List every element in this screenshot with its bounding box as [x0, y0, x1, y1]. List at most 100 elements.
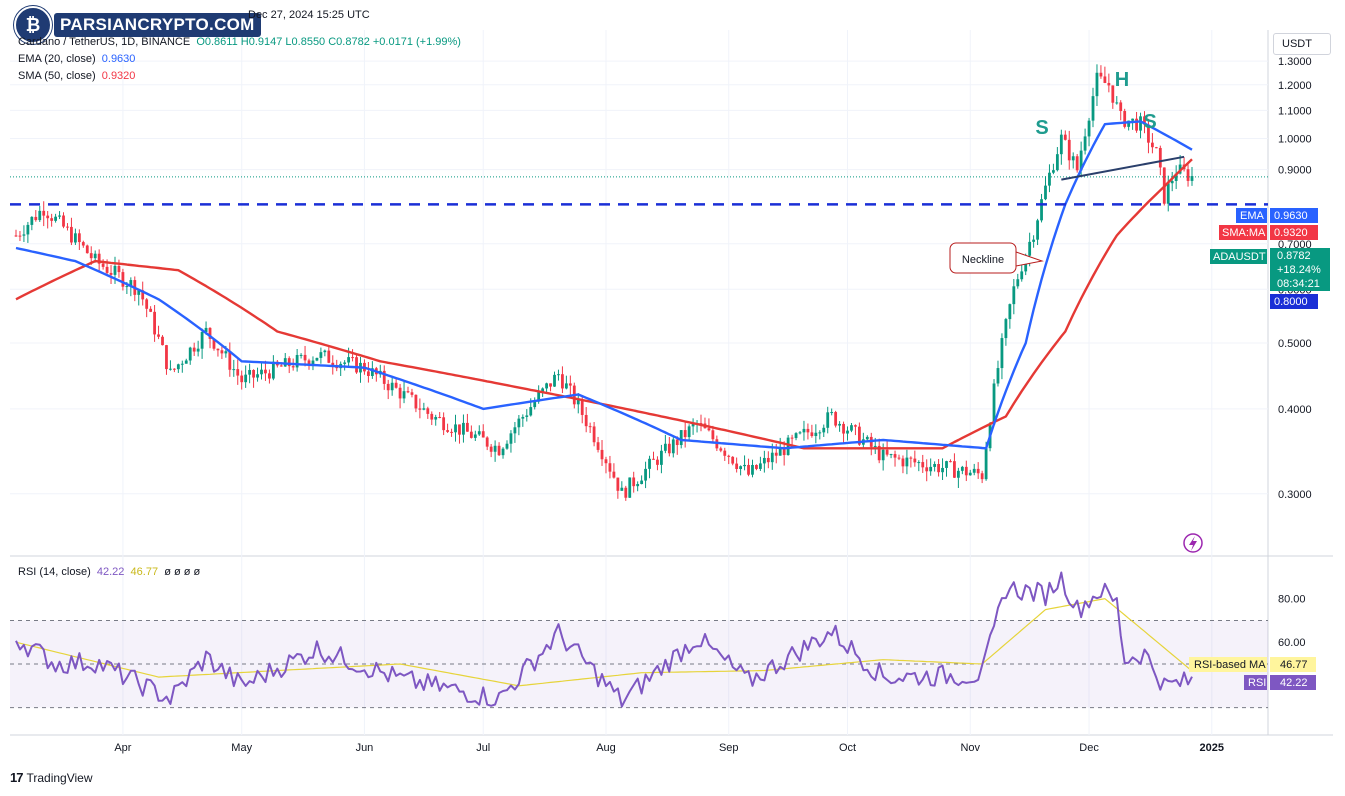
ema-tag-value: 0.9630	[1274, 210, 1308, 222]
candle-body	[489, 446, 493, 452]
candle-body	[18, 235, 22, 237]
candle-body	[699, 423, 703, 425]
month-tick-label: Oct	[839, 742, 856, 754]
candle-body	[42, 210, 46, 216]
candle-body	[553, 374, 556, 387]
month-tick-label: 2025	[1200, 742, 1224, 754]
tradingview-brand[interactable]: 17 TradingView	[10, 770, 93, 785]
candle-body	[707, 428, 711, 431]
candle-body	[1044, 185, 1047, 200]
rsi-legend[interactable]: RSI (14, close) 42.22 46.77 ø ø ø ø	[18, 566, 200, 578]
candle-body	[1166, 183, 1170, 204]
candle-body	[105, 266, 109, 273]
symbol-tag-change: +18.24%	[1277, 264, 1321, 276]
candle-body	[675, 439, 679, 446]
sma-legend-label: SMA (50, close)	[18, 70, 96, 82]
candle-body	[743, 464, 746, 467]
candle-body	[481, 431, 485, 438]
right-shoulder-label: S	[1143, 111, 1156, 133]
candle-body	[937, 463, 940, 473]
candle-body	[537, 392, 541, 402]
candle-body	[38, 210, 42, 221]
head-label: H	[1115, 69, 1129, 91]
candle-body	[612, 471, 616, 478]
candle-body	[14, 235, 18, 237]
candle-body	[604, 459, 608, 464]
candle-body	[592, 426, 596, 443]
candle-body	[679, 430, 683, 446]
candle-body	[584, 414, 588, 427]
candle-body	[810, 432, 814, 437]
candle-body	[165, 345, 168, 370]
candle-body	[351, 357, 354, 359]
candle-body	[1158, 147, 1162, 168]
candles	[14, 64, 1194, 501]
annotations: S H S Neckline	[949, 69, 1203, 553]
candle-body	[469, 431, 473, 438]
candle-body	[877, 445, 881, 461]
candle-body	[640, 480, 644, 485]
candle-body	[778, 447, 782, 456]
candle-body	[794, 433, 798, 439]
neckline-line	[1061, 155, 1185, 181]
candle-body	[885, 449, 889, 455]
symbol-name[interactable]: Cardano / TetherUS, 1D, BINANCE	[18, 36, 191, 48]
candle-body	[533, 401, 537, 408]
candle-body	[984, 448, 988, 480]
candle-body	[97, 253, 101, 264]
candle-body	[232, 369, 236, 371]
candle-body	[683, 430, 687, 438]
candle-body	[73, 233, 77, 243]
candle-body	[834, 412, 838, 426]
support-tag-value: 0.8000	[1274, 296, 1308, 308]
candle-body	[660, 450, 663, 465]
candle-body	[438, 417, 442, 419]
candle-body	[169, 368, 172, 370]
price-tick-label: 0.5000	[1278, 338, 1312, 350]
ema-legend-value: 0.9630	[101, 53, 136, 65]
candle-body	[727, 455, 731, 457]
candle-body	[1127, 120, 1131, 127]
ohlc-values: O0.8611 H0.9147 L0.8550 C0.8782 +0.0171 …	[196, 36, 461, 48]
candle-body	[125, 286, 129, 288]
lightning-icon[interactable]	[1183, 533, 1203, 553]
candle-body	[188, 347, 192, 361]
candle-body	[323, 350, 327, 353]
candle-body	[826, 412, 830, 428]
candle-body	[953, 461, 956, 478]
candle-body	[564, 383, 568, 389]
candle-body	[941, 467, 944, 473]
candle-body	[802, 428, 806, 433]
price-tick-label: 1.2000	[1278, 80, 1312, 92]
candle-body	[517, 418, 521, 428]
candle-body	[22, 234, 26, 236]
candle-body	[545, 383, 548, 389]
candle-body	[873, 445, 877, 447]
rsi-tag-name-bg	[1244, 675, 1267, 690]
candle-body	[248, 369, 252, 375]
currency-unit-selector[interactable]: USDT	[1273, 33, 1331, 55]
candle-body	[260, 369, 263, 375]
candle-body	[295, 354, 299, 368]
candle-body	[893, 454, 897, 458]
candle-body	[1083, 136, 1087, 151]
candle-body	[1020, 271, 1024, 280]
price-tick-label: 1.3000	[1278, 56, 1312, 68]
candle-body	[1154, 147, 1158, 149]
candle-body	[418, 408, 422, 410]
rsi-band	[10, 619, 1268, 709]
candle-body	[200, 332, 204, 349]
candle-body	[1107, 82, 1111, 86]
candle-body	[921, 462, 925, 468]
candle-body	[747, 464, 750, 475]
rsi-ma-legend-value: 46.77	[130, 566, 159, 578]
symbol-tag-name-bg	[1210, 249, 1267, 264]
ema-legend[interactable]: EMA (20, close) 0.9630	[18, 53, 135, 65]
candle-body	[576, 399, 580, 405]
candle-body	[1012, 286, 1016, 305]
candle-body	[370, 368, 374, 376]
sma-legend[interactable]: SMA (50, close) 0.9320	[18, 70, 135, 82]
candle-body	[89, 253, 93, 259]
candle-body	[671, 439, 675, 454]
ema-tag-name-bg	[1236, 208, 1267, 223]
